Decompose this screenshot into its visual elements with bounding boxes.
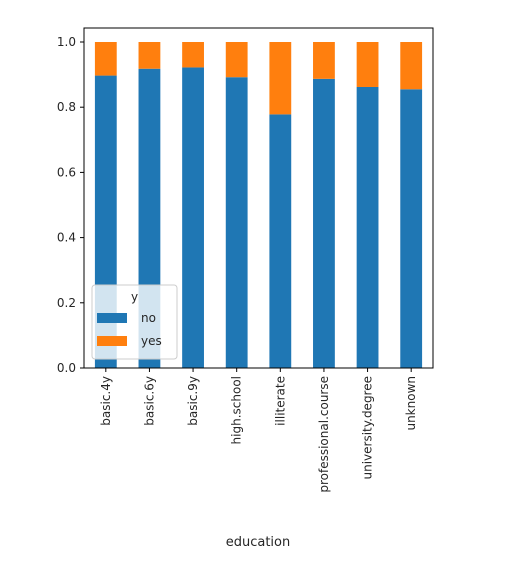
- bar-illiterate-yes: [269, 42, 292, 115]
- bar-basic-9y-no: [182, 67, 204, 369]
- bar-high-school-yes: [225, 42, 248, 78]
- y-tick-label: 0.4: [57, 231, 76, 245]
- x-axis-label: education: [226, 535, 291, 550]
- x-tick-label-university-degree: university.degree: [361, 376, 375, 480]
- x-tick-label-basic-4y: basic.4y: [99, 376, 113, 426]
- y-tick-label: 0.6: [57, 165, 76, 179]
- y-tick-label: 0.2: [57, 296, 76, 310]
- legend-title: y: [131, 290, 138, 304]
- y-axis: 0.0 0.2 0.4 0.6 0.8 1.0: [57, 35, 84, 375]
- bar-basic-4y-yes: [94, 42, 117, 76]
- y-tick-label: 1.0: [57, 35, 76, 49]
- bar-unknown-yes: [400, 42, 423, 90]
- x-tick-label-high-school: high.school: [230, 376, 244, 444]
- bar-university-degree-yes: [356, 42, 379, 87]
- bar-unknown-no: [400, 89, 423, 369]
- x-tick-label-professional-course: professional.course: [317, 376, 331, 493]
- bar-illiterate-no: [269, 114, 292, 369]
- bar-basic-6y-yes: [138, 42, 161, 69]
- x-axis: basic.4y basic.6y basic.9y high.school illit…: [99, 368, 418, 493]
- plot-frame: [83, 27, 434, 369]
- legend-swatch-yes: [97, 336, 127, 346]
- legend-label-no: no: [141, 311, 156, 325]
- legend-swatch-no: [97, 313, 127, 323]
- legend: y no yes: [91, 284, 178, 360]
- x-tick-label-unknown: unknown: [404, 376, 418, 431]
- bar-university-degree-no: [356, 86, 379, 369]
- x-tick-label-basic-6y: basic.6y: [142, 376, 156, 426]
- x-tick-label-basic-9y: basic.9y: [186, 376, 200, 426]
- y-tick-label: 0.0: [57, 361, 76, 375]
- bar-basic-9y-yes: [182, 42, 204, 68]
- x-tick-label-illiterate: illiterate: [273, 376, 287, 426]
- legend-label-yes: yes: [141, 334, 162, 348]
- y-tick-label: 0.8: [57, 100, 76, 114]
- bar-professional-course-no: [313, 78, 335, 368]
- bar-professional-course-yes: [313, 42, 335, 79]
- bar-high-school-no: [225, 77, 248, 369]
